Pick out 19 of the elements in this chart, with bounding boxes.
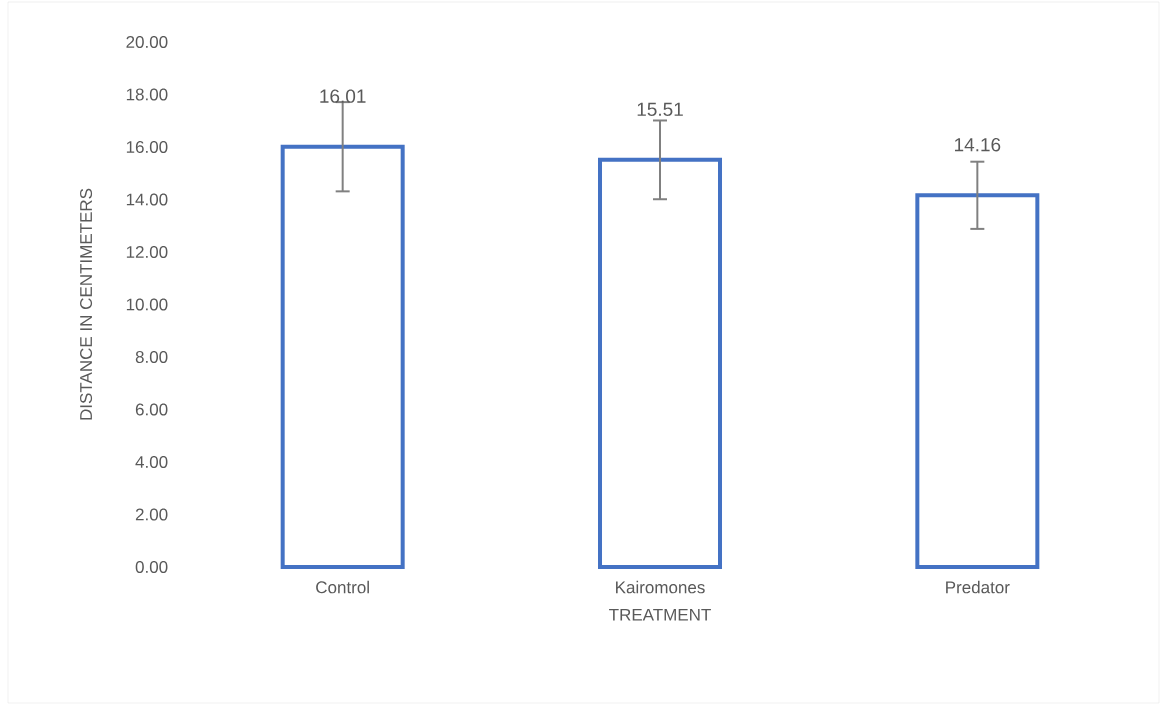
- data-label: 14.16: [955, 137, 1001, 152]
- x-tick-label: Predator: [946, 580, 1010, 594]
- y-tick-label: 6.00: [135, 403, 168, 416]
- y-tick-label: 12.00: [126, 245, 168, 259]
- data-label: 16.01: [320, 89, 366, 103]
- y-tick-label: 14.00: [126, 193, 168, 206]
- x-axis-title: TREATMENT: [609, 608, 711, 621]
- y-tick-label: 0.00: [135, 560, 168, 574]
- y-axis-title: DISTANCE IN CENTIMETERS: [80, 188, 93, 420]
- y-tick-label: 2.00: [135, 508, 168, 521]
- y-tick-label: 10.00: [126, 298, 168, 311]
- y-tick-label: 16.00: [126, 140, 168, 154]
- data-label: 15.51: [637, 102, 683, 116]
- y-tick-label: 20.00: [126, 35, 168, 49]
- y-tick-label: 8.00: [135, 350, 168, 364]
- y-tick-label: 4.00: [135, 455, 168, 469]
- y-tick-label: 18.00: [126, 88, 168, 101]
- x-tick-label: Control: [316, 580, 369, 594]
- x-tick-label: Kairomones: [616, 580, 705, 594]
